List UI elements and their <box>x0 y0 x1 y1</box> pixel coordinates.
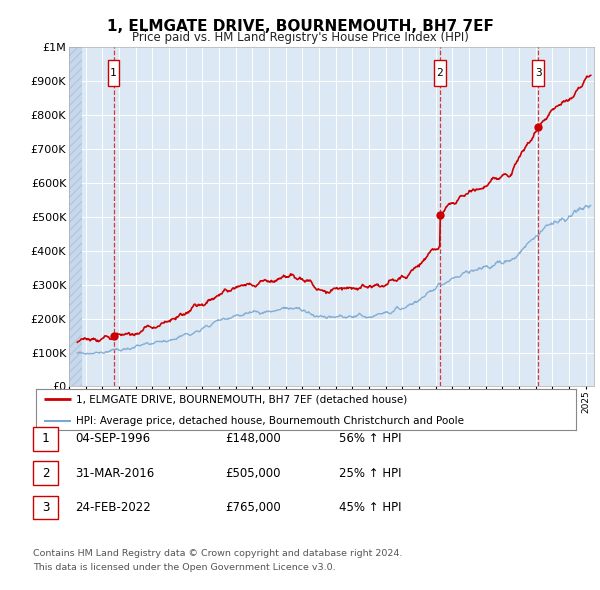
Text: £505,000: £505,000 <box>225 467 281 480</box>
Text: 1, ELMGATE DRIVE, BOURNEMOUTH, BH7 7EF (detached house): 1, ELMGATE DRIVE, BOURNEMOUTH, BH7 7EF (… <box>77 395 408 404</box>
Text: Price paid vs. HM Land Registry's House Price Index (HPI): Price paid vs. HM Land Registry's House … <box>131 31 469 44</box>
Text: £148,000: £148,000 <box>225 432 281 445</box>
Text: 2: 2 <box>42 467 49 480</box>
FancyBboxPatch shape <box>434 60 446 86</box>
Text: 04-SEP-1996: 04-SEP-1996 <box>75 432 150 445</box>
Text: 2: 2 <box>436 68 443 78</box>
Text: 25% ↑ HPI: 25% ↑ HPI <box>339 467 401 480</box>
FancyBboxPatch shape <box>532 60 544 86</box>
FancyBboxPatch shape <box>107 60 119 86</box>
Text: 45% ↑ HPI: 45% ↑ HPI <box>339 501 401 514</box>
Text: 31-MAR-2016: 31-MAR-2016 <box>75 467 154 480</box>
Text: 1: 1 <box>110 68 117 78</box>
Text: 56% ↑ HPI: 56% ↑ HPI <box>339 432 401 445</box>
Text: 3: 3 <box>42 501 49 514</box>
Text: £765,000: £765,000 <box>225 501 281 514</box>
Text: 1: 1 <box>42 432 49 445</box>
Text: 1, ELMGATE DRIVE, BOURNEMOUTH, BH7 7EF: 1, ELMGATE DRIVE, BOURNEMOUTH, BH7 7EF <box>107 19 493 34</box>
Text: HPI: Average price, detached house, Bournemouth Christchurch and Poole: HPI: Average price, detached house, Bour… <box>77 416 464 426</box>
Text: Contains HM Land Registry data © Crown copyright and database right 2024.: Contains HM Land Registry data © Crown c… <box>33 549 403 558</box>
Text: 3: 3 <box>535 68 542 78</box>
Text: This data is licensed under the Open Government Licence v3.0.: This data is licensed under the Open Gov… <box>33 563 335 572</box>
Text: 24-FEB-2022: 24-FEB-2022 <box>75 501 151 514</box>
